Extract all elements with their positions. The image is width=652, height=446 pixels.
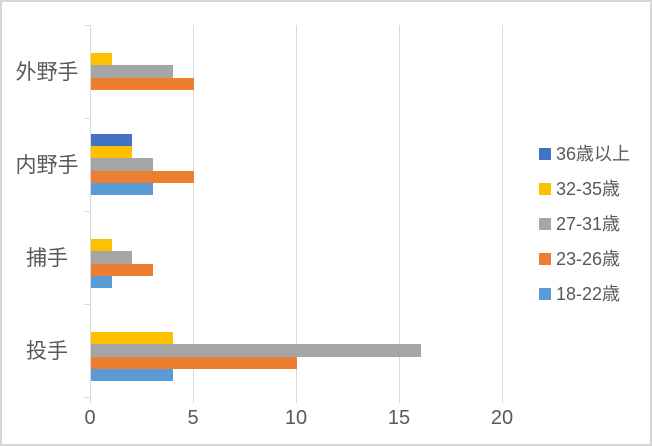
bar-捕手-27-31歳	[91, 251, 133, 264]
bar-内野手-18-22歳	[91, 183, 153, 196]
x-axis-label-0: 0	[84, 407, 96, 429]
bar-内野手-36歳以上	[91, 133, 133, 146]
legend-label: 23-26歳	[556, 249, 621, 269]
bar-内野手-27-31歳	[91, 158, 153, 171]
legend-swatch-icon	[539, 288, 551, 300]
gridline-x-5	[193, 25, 194, 397]
x-axis-tick-10	[296, 397, 297, 403]
gridline-x-15	[399, 25, 400, 397]
legend-swatch-icon	[539, 218, 551, 230]
category-label-0: 外野手	[15, 60, 79, 84]
bar-捕手-23-26歳	[91, 263, 153, 277]
legend-item-23-26歳: 23-26歳	[539, 247, 630, 271]
bar-外野手-23-26歳	[91, 77, 194, 91]
bar-内野手-23-26歳	[91, 170, 194, 184]
y-axis-tick-1	[84, 118, 90, 119]
bar-投手-27-31歳	[91, 344, 421, 357]
x-axis-tick-0	[90, 397, 91, 403]
y-axis-tick-0	[84, 25, 90, 26]
bar-投手-18-22歳	[91, 369, 174, 382]
legend-label: 27-31歳	[556, 214, 621, 234]
gridline-x-20	[502, 25, 503, 397]
legend-item-36歳以上: 36歳以上	[539, 142, 630, 166]
bar-外野手-27-31歳	[91, 65, 174, 78]
bar-外野手-32-35歳	[91, 52, 112, 66]
x-axis-label-15: 15	[387, 407, 411, 429]
bar-投手-32-35歳	[91, 331, 174, 345]
legend-swatch-icon	[539, 183, 551, 195]
x-axis-label-20: 20	[490, 407, 514, 429]
bar-捕手-32-35歳	[91, 238, 112, 252]
y-axis-tick-3	[84, 304, 90, 305]
gridline-x-10	[296, 25, 297, 397]
chart-legend: 36歳以上 32-35歳 27-31歳 23-26歳 18-22歳	[539, 142, 630, 306]
y-axis-tick-4	[84, 397, 90, 398]
x-axis-tick-15	[399, 397, 400, 403]
legend-item-27-31歳: 27-31歳	[539, 212, 630, 236]
x-axis-label-5: 5	[187, 407, 199, 429]
bar-投手-23-26歳	[91, 356, 297, 370]
legend-label: 32-35歳	[556, 179, 621, 199]
legend-label: 18-22歳	[556, 284, 621, 304]
legend-swatch-icon	[539, 253, 551, 265]
x-axis-tick-5	[193, 397, 194, 403]
legend-item-32-35歳: 32-35歳	[539, 177, 630, 201]
y-axis-line	[90, 25, 91, 397]
legend-item-18-22歳: 18-22歳	[539, 282, 630, 306]
legend-label: 36歳以上	[556, 144, 631, 164]
category-label-3: 投手	[26, 339, 68, 363]
x-axis-label-10: 10	[284, 407, 308, 429]
bar-捕手-18-22歳	[91, 276, 112, 289]
legend-swatch-icon	[539, 148, 551, 160]
category-label-2: 捕手	[26, 246, 68, 270]
y-axis-tick-2	[84, 211, 90, 212]
category-label-1: 内野手	[15, 153, 79, 177]
x-axis-tick-20	[502, 397, 503, 403]
bar-内野手-32-35歳	[91, 145, 133, 159]
